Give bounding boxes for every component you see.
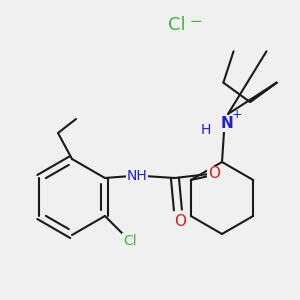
Text: N: N bbox=[220, 116, 233, 131]
Text: NH: NH bbox=[127, 169, 147, 183]
Text: +: + bbox=[232, 109, 242, 122]
Text: Cl: Cl bbox=[168, 16, 186, 34]
Text: O: O bbox=[208, 167, 220, 182]
Text: O: O bbox=[174, 214, 186, 229]
Text: Cl: Cl bbox=[123, 234, 137, 248]
Text: H: H bbox=[201, 123, 211, 137]
Text: −: − bbox=[189, 14, 202, 29]
